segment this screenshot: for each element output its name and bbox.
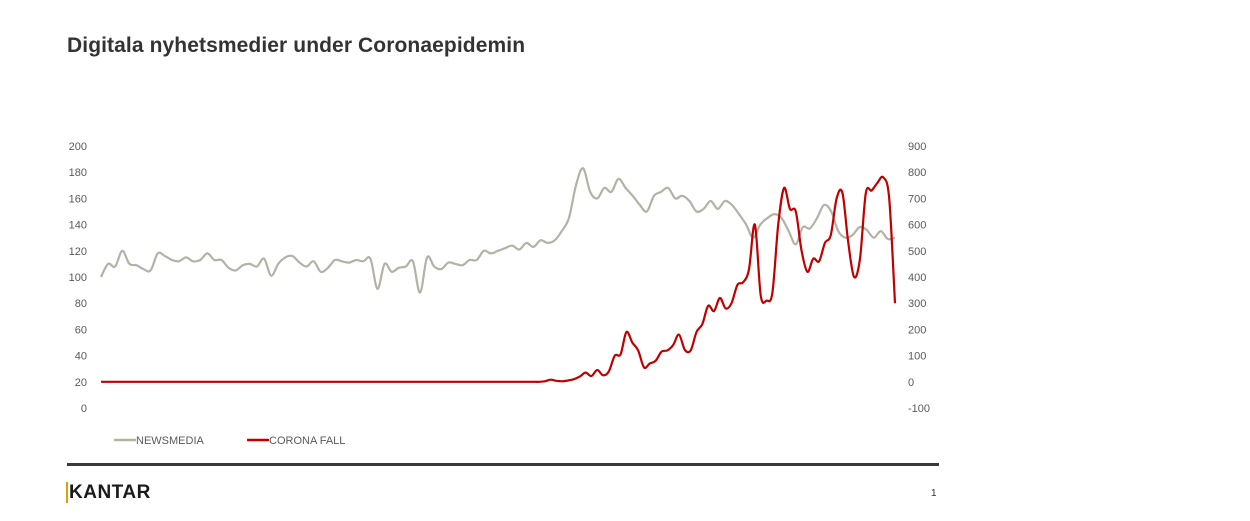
series-line-newsmedia <box>100 167 896 294</box>
left-tick-label: 180 <box>69 167 87 179</box>
series-line-corona-fall <box>101 175 897 383</box>
legend-label-newsmedia: NEWSMEDIA <box>136 435 205 447</box>
left-tick-label: 60 <box>75 324 87 336</box>
right-tick-label: 800 <box>908 167 926 179</box>
right-tick-label: 600 <box>908 220 926 232</box>
left-tick-label: 20 <box>75 377 87 389</box>
right-tick-label: -100 <box>908 403 930 415</box>
left-tick-label: 100 <box>69 272 87 284</box>
left-tick-label: 200 <box>69 141 87 153</box>
right-tick-label: 500 <box>908 246 926 258</box>
page-number: 1 <box>931 488 937 499</box>
right-tick-label: 200 <box>908 324 926 336</box>
legend: NEWSMEDIA CORONA FALL <box>114 435 345 447</box>
legend-label-corona: CORONA FALL <box>269 435 345 447</box>
footer-divider <box>67 463 939 466</box>
right-tick-label: 400 <box>908 272 926 284</box>
right-tick-label: 0 <box>908 377 914 389</box>
left-tick-label: 80 <box>75 298 87 310</box>
left-tick-label: 140 <box>69 220 87 232</box>
page-title: Digitala nyhetsmedier under Coronaepidem… <box>67 34 526 57</box>
left-tick-label: 120 <box>69 246 87 258</box>
right-tick-label: 100 <box>908 351 926 363</box>
right-tick-label: 300 <box>908 298 926 310</box>
left-axis-ticks: 0 20 40 60 80 100 120 140 160 180 200 <box>69 141 87 415</box>
kantar-logo: KANTAR <box>66 482 151 504</box>
left-tick-label: 160 <box>69 193 87 205</box>
left-tick-label: 0 <box>81 403 87 415</box>
right-tick-label: 900 <box>908 141 926 153</box>
right-axis-ticks: -100 0 100 200 300 400 500 600 700 800 900 <box>908 141 930 415</box>
left-tick-label: 40 <box>75 351 87 363</box>
chart-lines <box>100 167 897 383</box>
right-tick-label: 700 <box>908 193 926 205</box>
